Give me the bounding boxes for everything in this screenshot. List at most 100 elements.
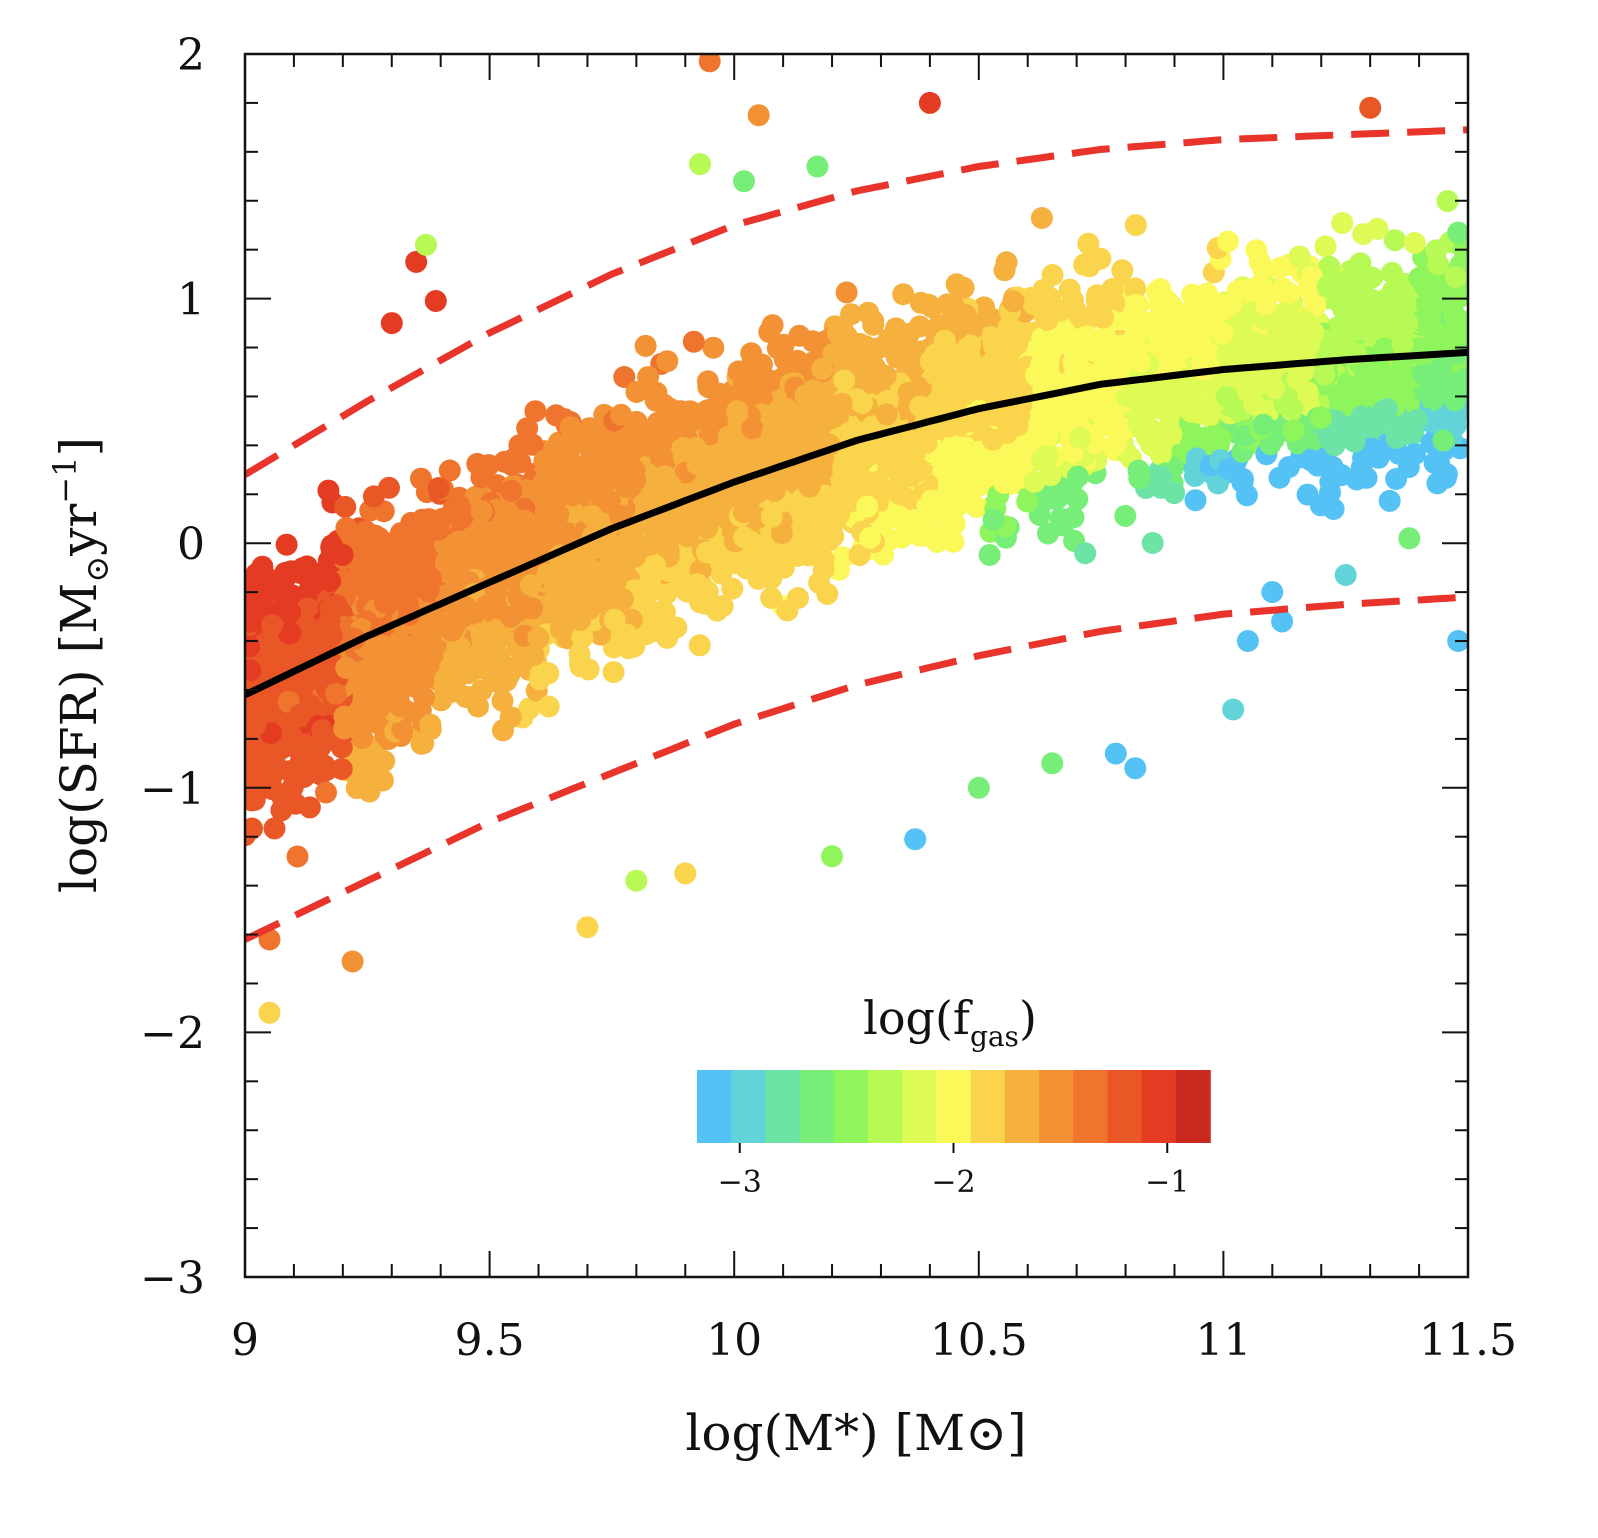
scatter-point: [1294, 310, 1317, 332]
scatter-point: [1427, 253, 1449, 276]
scatter-point: [634, 334, 657, 357]
scatter-point: [942, 530, 965, 553]
scatter-point: [291, 557, 314, 580]
scatter-point: [770, 522, 793, 545]
scatter-point: [245, 824, 256, 847]
scatter-point: [1381, 261, 1403, 284]
scatter-point: [459, 660, 482, 683]
scatter-point: [334, 495, 357, 518]
scatter-point: [1268, 466, 1291, 489]
scatter-point: [689, 591, 712, 614]
scatter-point: [1124, 214, 1147, 237]
scatter-point: [1160, 423, 1183, 446]
scatter-point: [245, 659, 262, 682]
scatter-point: [1314, 235, 1337, 258]
scatter-point: [787, 587, 809, 609]
scatter-point: [355, 520, 378, 543]
scatter-point: [1288, 245, 1311, 268]
scatter-point: [571, 626, 594, 649]
scatter-point: [696, 370, 719, 393]
scatter-point: [436, 672, 459, 695]
scatter-point: [1190, 427, 1213, 449]
scatter-point: [699, 423, 721, 446]
scatter-point: [1126, 389, 1149, 412]
scatter-point: [993, 259, 1016, 282]
scatter-point: [1216, 230, 1239, 253]
scatter-point: [1296, 483, 1319, 506]
scatter-point: [721, 577, 744, 600]
scatter-point: [410, 467, 432, 490]
scatter-point: [291, 677, 314, 700]
scatter-point: [335, 517, 358, 539]
scatter-point: [1145, 280, 1168, 303]
scatter-point: [831, 317, 854, 340]
scatter-point: [1406, 408, 1428, 431]
scatter-point: [245, 610, 261, 633]
scatter-point: [656, 350, 679, 373]
scatter-point: [1037, 522, 1059, 545]
scatter-point: [684, 437, 707, 459]
scatter-point: [816, 582, 839, 605]
scatter-point: [1077, 232, 1100, 255]
scatter-point: [1127, 459, 1150, 482]
scatter-point: [702, 336, 725, 359]
scatter-point: [831, 487, 853, 510]
scatter-point: [1185, 311, 1208, 334]
scatter-point: [1343, 430, 1366, 453]
scatter-point: [741, 417, 764, 440]
scatter-point: [788, 324, 811, 347]
scatter-point: [470, 622, 493, 645]
scatter-point: [1430, 355, 1453, 378]
scatter-point: [602, 661, 625, 684]
scatter-point: [1213, 298, 1236, 320]
scatter-point: [277, 622, 300, 645]
scatter-point: [1319, 471, 1342, 494]
scatter-point: [1127, 413, 1150, 436]
scatter-point: [822, 525, 845, 548]
scatter-point: [1032, 278, 1055, 301]
scatter-point: [284, 792, 307, 815]
scatter-point: [1184, 489, 1207, 512]
scatter-point: [975, 453, 998, 476]
scatter-point: [1426, 472, 1449, 495]
scatter-point: [1282, 419, 1305, 442]
scatter-point: [1273, 393, 1296, 416]
scatter-point: [330, 758, 353, 780]
scatter-point: [509, 451, 532, 474]
scatter-point: [1403, 232, 1426, 254]
scatter-point: [274, 567, 296, 590]
scatter-point: [344, 575, 367, 598]
scatter-point: [983, 335, 1006, 358]
scatter-point: [982, 508, 1005, 531]
scatter-point: [1031, 448, 1054, 471]
scatter-point: [263, 817, 286, 840]
scatter-point: [1334, 321, 1357, 344]
scatter-point: [1036, 308, 1059, 331]
scatter-point: [1235, 484, 1258, 507]
scatter-point: [1236, 346, 1258, 369]
scatter-point: [680, 410, 703, 433]
scatter-point: [1006, 333, 1029, 356]
scatter-point: [997, 444, 1020, 467]
scatter-point: [438, 459, 461, 482]
scatter-point: [1404, 443, 1426, 466]
scatter-point: [1389, 281, 1411, 304]
scatter-point: [1066, 488, 1089, 511]
scatter-point: [660, 419, 683, 442]
scatter-point: [1239, 278, 1262, 301]
scatter-point: [705, 405, 728, 428]
scatter-point: [1283, 325, 1306, 348]
scatter-point: [498, 663, 521, 686]
scatter-point: [996, 408, 1019, 431]
scatter-point: [1141, 532, 1164, 554]
scatter-point: [518, 697, 541, 720]
scatter-point: [993, 471, 1016, 494]
scatter-point: [1383, 229, 1406, 252]
scatter-point: [442, 497, 465, 520]
scatter-point: [645, 381, 668, 404]
scatter-point: [1092, 306, 1114, 329]
scatter-point: [361, 753, 384, 776]
scatter-point: [411, 508, 434, 531]
scatter-point: [1408, 266, 1431, 289]
scatter-point: [1254, 292, 1277, 315]
